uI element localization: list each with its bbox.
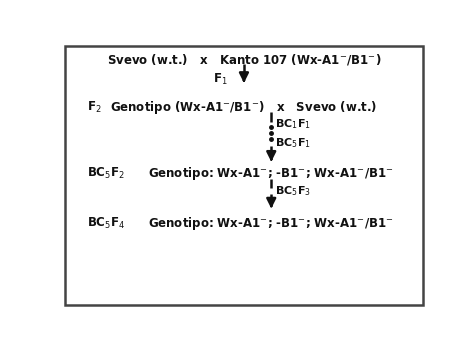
Text: BC$_5$F$_2$: BC$_5$F$_2$	[87, 166, 125, 181]
Text: BC$_1$F$_1$: BC$_1$F$_1$	[275, 118, 311, 132]
Text: F$_2$: F$_2$	[87, 100, 102, 115]
Text: BC$_5$F$_4$: BC$_5$F$_4$	[87, 216, 125, 231]
Text: Svevo (w.t.)   x   Kanto 107 (Wx-A1$^{-}$/B1$^{-}$): Svevo (w.t.) x Kanto 107 (Wx-A1$^{-}$/B1…	[107, 51, 381, 67]
Text: Genotipo (Wx-A1$^{-}$/B1$^{-}$)   x   Svevo (w.t.): Genotipo (Wx-A1$^{-}$/B1$^{-}$) x Svevo …	[110, 99, 377, 116]
Text: F$_1$: F$_1$	[213, 72, 227, 87]
Text: BC$_5$F$_3$: BC$_5$F$_3$	[275, 184, 311, 198]
Text: Genotipo: Wx-A1$^{-}$; -B1$^{-}$; Wx-A1$^{-}$/B1$^{-}$: Genotipo: Wx-A1$^{-}$; -B1$^{-}$; Wx-A1$…	[149, 215, 394, 232]
Text: Genotipo: Wx-A1$^{-}$; -B1$^{-}$; Wx-A1$^{-}$/B1$^{-}$: Genotipo: Wx-A1$^{-}$; -B1$^{-}$; Wx-A1$…	[149, 166, 394, 183]
Text: BC$_5$F$_1$: BC$_5$F$_1$	[275, 136, 311, 150]
